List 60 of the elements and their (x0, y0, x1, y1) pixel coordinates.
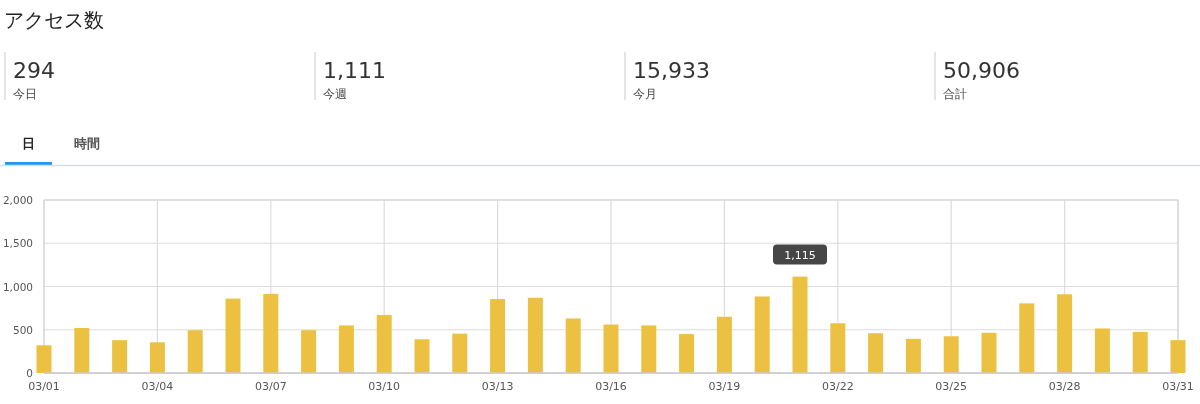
bar (716, 316, 732, 373)
bar (754, 296, 770, 373)
bar (679, 334, 695, 373)
x-tick-label: 03/31 (1162, 380, 1194, 393)
y-tick-label: 1,000 (2, 280, 33, 293)
bar (641, 325, 657, 373)
bar (74, 328, 90, 373)
x-tick-label: 03/28 (1048, 380, 1081, 393)
y-tick-label: 2,000 (2, 194, 33, 206)
annotation: 1,115 (784, 248, 816, 262)
bar (1057, 294, 1073, 373)
bar (490, 299, 506, 373)
bar (792, 276, 808, 373)
tooltip: 1,115 (773, 244, 827, 265)
text: 時間 (73, 136, 100, 151)
text: 今月 (633, 87, 657, 101)
bar (1094, 328, 1110, 373)
y-tick-label: 0 (26, 367, 33, 379)
bar (225, 298, 241, 373)
x-tick-label: 03/01 (28, 380, 60, 393)
bar (981, 332, 997, 373)
bar (414, 339, 430, 373)
bar (1132, 331, 1148, 373)
text: 50,906 (943, 58, 1020, 83)
bar (603, 324, 619, 373)
y-tick-label: 500 (12, 323, 33, 336)
bar (527, 297, 543, 373)
text: 今日 (13, 87, 37, 101)
x-tick-label: 03/22 (821, 380, 854, 393)
bar (943, 336, 959, 373)
bar (301, 330, 317, 373)
text: アクセス数 (4, 8, 104, 32)
x-tick-label: 03/19 (708, 380, 741, 393)
bar (149, 342, 165, 373)
bar (187, 330, 203, 373)
bar (452, 333, 468, 373)
x-tick-label: 03/25 (935, 380, 968, 393)
text: 15,933 (633, 58, 710, 83)
x-tick-label: 03/04 (141, 380, 174, 393)
bar (565, 318, 581, 373)
text: 294 (13, 58, 55, 83)
text: 今週 (323, 87, 347, 101)
text: 1,111 (323, 58, 386, 83)
text: 合計 (943, 87, 967, 101)
bar (868, 333, 884, 373)
bar (338, 325, 354, 373)
x-tick-label: 03/16 (595, 380, 627, 393)
bar (36, 345, 52, 373)
bar (112, 340, 128, 373)
x-tick-label: 03/13 (481, 380, 514, 393)
bar (830, 323, 846, 373)
bar (376, 315, 392, 373)
bar (1019, 303, 1035, 373)
bar (263, 293, 279, 373)
text: 日 (22, 136, 35, 151)
x-tick-label: 03/10 (368, 380, 401, 393)
bar (1170, 340, 1186, 373)
x-tick-label: 03/07 (254, 380, 287, 393)
y-tick-label: 1,500 (2, 237, 33, 250)
bar (905, 338, 921, 373)
